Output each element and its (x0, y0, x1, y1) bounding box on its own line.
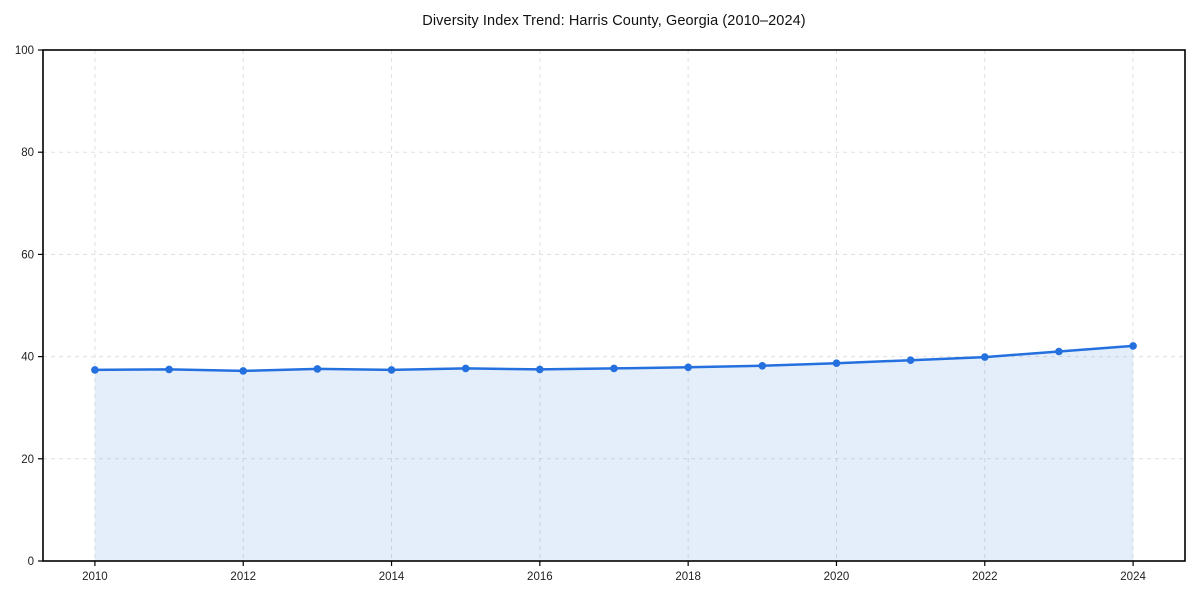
y-tick-label: 60 (21, 249, 34, 261)
data-point-marker (387, 366, 396, 374)
data-point-marker (313, 365, 322, 373)
data-point-marker (536, 365, 544, 374)
chart-title: Diversity Index Trend: Harris County, Ge… (422, 13, 806, 29)
data-point-marker (1055, 347, 1063, 356)
y-tick-label: 80 (21, 147, 34, 159)
data-point-marker (165, 365, 173, 374)
data-point-marker (1129, 342, 1137, 350)
data-point-marker (981, 353, 989, 361)
x-tick-label: 2024 (1120, 571, 1146, 583)
plot-border (42, 49, 1186, 562)
data-point-marker (832, 359, 841, 368)
data-point-marker (91, 366, 99, 374)
x-tick-label: 2016 (527, 571, 553, 583)
data-point-marker (461, 364, 470, 373)
data-point-marker (758, 362, 767, 370)
x-tick-label: 2020 (824, 571, 850, 583)
x-tick-label: 2014 (379, 571, 405, 583)
data-point-marker (610, 364, 618, 373)
data-point-marker (906, 356, 915, 365)
x-tick-label: 2012 (230, 571, 256, 583)
y-tick-label: 100 (15, 45, 34, 57)
x-tick-label: 2018 (675, 571, 701, 583)
y-tick-label: 0 (28, 556, 34, 568)
area-fill (94, 345, 1134, 561)
x-tick-label: 2010 (82, 571, 108, 583)
data-point-marker (239, 367, 247, 375)
x-tick-label: 2022 (972, 571, 998, 583)
data-point-marker (684, 363, 692, 372)
y-tick-label: 20 (21, 454, 34, 466)
y-tick-label: 40 (21, 352, 34, 364)
